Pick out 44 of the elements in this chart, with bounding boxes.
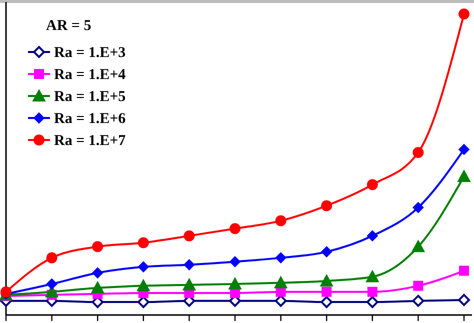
point bbox=[322, 286, 332, 297]
legend-label: Ra = 1.E+6 bbox=[54, 111, 126, 127]
point bbox=[321, 246, 332, 258]
point bbox=[92, 267, 104, 278]
point bbox=[182, 278, 196, 290]
point bbox=[320, 274, 334, 286]
point bbox=[230, 223, 240, 234]
legend-title: AR = 5 bbox=[46, 18, 92, 34]
point bbox=[274, 276, 288, 288]
point bbox=[366, 270, 379, 282]
point bbox=[184, 259, 195, 270]
point bbox=[412, 294, 424, 307]
point bbox=[412, 202, 424, 214]
point bbox=[138, 237, 149, 248]
point bbox=[459, 266, 469, 276]
point bbox=[228, 277, 242, 290]
point bbox=[275, 215, 286, 226]
point bbox=[412, 240, 425, 252]
point bbox=[366, 296, 378, 308]
point bbox=[366, 179, 378, 190]
point bbox=[458, 8, 470, 20]
point bbox=[275, 252, 286, 264]
point bbox=[230, 256, 240, 268]
point bbox=[0, 286, 12, 298]
point bbox=[458, 294, 470, 306]
point bbox=[46, 252, 58, 264]
point bbox=[138, 261, 149, 272]
legend-label: Ra = 1.E+3 bbox=[54, 45, 126, 61]
legend-label: Ra = 1.E+4 bbox=[54, 67, 126, 83]
point bbox=[320, 296, 333, 308]
point bbox=[92, 241, 104, 252]
point bbox=[458, 170, 470, 182]
legend-label: Ra = 1.E+7 bbox=[54, 133, 126, 149]
point bbox=[458, 144, 470, 155]
point bbox=[46, 278, 58, 290]
point bbox=[321, 200, 332, 212]
point bbox=[366, 230, 378, 242]
point bbox=[367, 286, 378, 297]
legend-label: Ra = 1.E+5 bbox=[54, 89, 126, 105]
point bbox=[184, 230, 195, 242]
point bbox=[136, 279, 150, 292]
point bbox=[412, 146, 424, 158]
point bbox=[91, 281, 104, 294]
point bbox=[413, 280, 424, 291]
